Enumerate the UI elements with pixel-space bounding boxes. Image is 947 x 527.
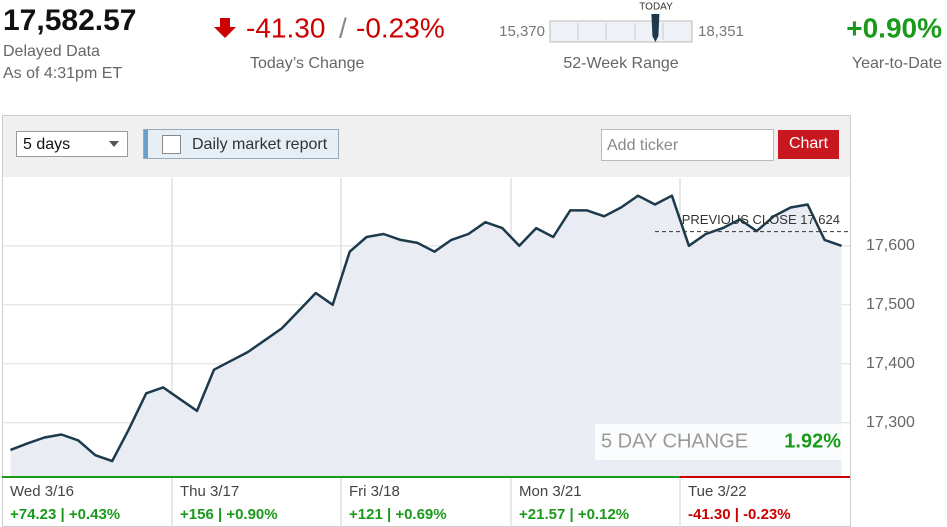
change: -41.30 xyxy=(246,12,325,43)
range-marker xyxy=(651,14,660,42)
ticker-input[interactable] xyxy=(601,129,774,161)
range-low: 15,370 xyxy=(499,23,545,40)
price-area xyxy=(10,195,842,477)
period-select[interactable] xyxy=(16,131,128,157)
as-of: As of 4:31pm ET xyxy=(3,65,122,82)
y-tick-label: 17,400 xyxy=(866,355,915,372)
day-change: +21.57 | +0.12% xyxy=(519,506,629,523)
day-label: Mon 3/21 xyxy=(519,483,582,500)
ytd: +0.90% xyxy=(846,12,942,43)
price: 17,582.57 xyxy=(3,4,136,37)
y-tick-label: 17,600 xyxy=(866,237,915,254)
range-high: 18,351 xyxy=(698,23,744,40)
five-day-label: 5 DAY CHANGE xyxy=(601,430,748,452)
period: 5 days xyxy=(23,136,70,153)
change-label: Today’s Change xyxy=(250,55,365,72)
day-change: +156 | +0.90% xyxy=(180,506,278,523)
y-tick-label: 17,300 xyxy=(866,414,915,431)
checkbox-label: Daily market report xyxy=(192,136,328,153)
day-label: Wed 3/16 xyxy=(10,483,74,500)
day-change: -41.30 | -0.23% xyxy=(688,506,791,523)
toggle-accent xyxy=(144,130,148,158)
chart-button-label: Chart xyxy=(789,135,829,152)
day-change: +74.23 | +0.43% xyxy=(10,506,120,523)
ytd-label: Year-to-Date xyxy=(852,55,942,72)
price-line xyxy=(10,194,842,463)
day-label: Thu 3/17 xyxy=(180,483,239,500)
separator: / xyxy=(339,12,347,43)
range-marker-label: TODAY xyxy=(639,2,673,13)
chart-button[interactable] xyxy=(778,130,839,159)
checkbox[interactable] xyxy=(162,135,181,154)
five-day-value: 1.92% xyxy=(784,430,841,452)
range-label: 52-Week Range xyxy=(563,55,678,72)
y-tick-label: 17,500 xyxy=(866,296,915,313)
five-day-box xyxy=(595,424,845,460)
ticker-placeholder: Add ticker xyxy=(607,137,679,154)
status: Delayed Data xyxy=(3,43,100,60)
down-arrow xyxy=(214,18,236,38)
previous-close-label: PREVIOUS CLOSE 17,624 xyxy=(682,212,840,227)
range-ticks xyxy=(577,23,664,40)
day-change: +121 | +0.69% xyxy=(349,506,447,523)
change-pct: -0.23% xyxy=(356,12,445,43)
day-label: Fri 3/18 xyxy=(349,483,400,500)
select-arrow xyxy=(109,141,119,147)
range-bar xyxy=(549,20,693,43)
day-label: Tue 3/22 xyxy=(688,483,747,500)
